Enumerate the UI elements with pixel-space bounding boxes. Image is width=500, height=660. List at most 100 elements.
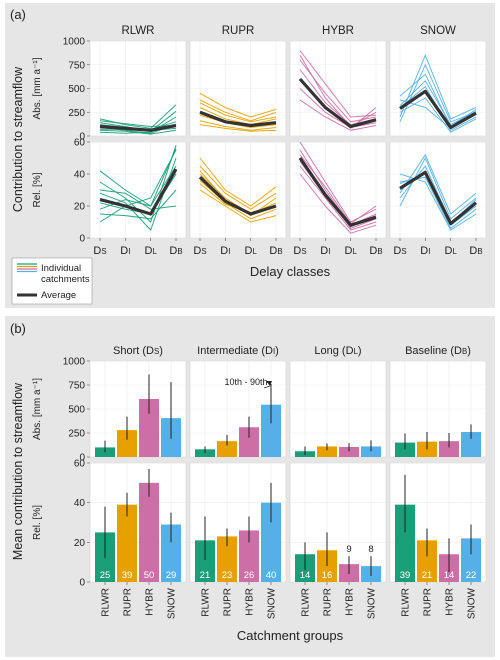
bar-value-label: 22 bbox=[466, 570, 477, 581]
bar-rupr bbox=[217, 536, 237, 582]
x-tick-label: RUPR bbox=[323, 588, 334, 616]
average-line-rupr bbox=[198, 176, 277, 216]
row-label-abs: Abs. [mm a⁻¹] bbox=[32, 57, 43, 119]
series-line-hybr bbox=[299, 173, 377, 234]
x-tick-label: RLWR bbox=[101, 588, 112, 617]
bar-snow bbox=[461, 432, 481, 457]
x-tick-label: SNOW bbox=[267, 587, 278, 619]
x-axis-title: Delay classes bbox=[250, 264, 331, 279]
row-label-abs: Abs. [mm a⁻¹] bbox=[32, 378, 43, 440]
bar-value-label: 14 bbox=[300, 570, 311, 581]
facet-panel-rlwr-rel bbox=[89, 141, 187, 239]
x-tick-label: DL bbox=[144, 245, 157, 257]
x-tick-label: DL bbox=[344, 245, 357, 257]
series-line-hybr bbox=[299, 141, 377, 223]
x-tick-label: RLWR bbox=[301, 588, 312, 617]
bar-snow bbox=[361, 446, 381, 457]
bar-value-label: 21 bbox=[200, 570, 211, 581]
x-tick-label: DB bbox=[269, 245, 282, 257]
x-tick-label: DI bbox=[120, 245, 130, 257]
bar-value-label: 26 bbox=[244, 570, 255, 581]
series-line-snow bbox=[399, 53, 477, 120]
facet-strip-baseline: Baseline (DB) bbox=[405, 345, 471, 357]
bar-value-label: 8 bbox=[368, 544, 373, 555]
x-tick-label: HYBR bbox=[345, 588, 356, 616]
bar-rlwr bbox=[195, 540, 215, 582]
facet-panel-rupr-rel bbox=[189, 141, 287, 239]
average-line-hybr bbox=[298, 157, 377, 227]
series-line-rupr bbox=[199, 157, 277, 207]
bar-value-label: 9 bbox=[346, 544, 351, 555]
y-tick-label: 250 bbox=[68, 108, 85, 119]
bar-hybr bbox=[339, 446, 359, 457]
x-tick-label: DS bbox=[193, 245, 206, 257]
percentile-annotation: 10th - 90th bbox=[224, 377, 267, 387]
y-tick-label: 1000 bbox=[63, 357, 86, 368]
x-tick-label: DS bbox=[93, 245, 106, 257]
bar-value-label: 50 bbox=[144, 570, 155, 581]
series-line-rupr bbox=[199, 102, 277, 123]
series-line-rlwr bbox=[99, 148, 177, 207]
y-tick-label: 750 bbox=[68, 60, 85, 71]
series-line-rupr bbox=[199, 189, 277, 223]
facet-strip-short: Short (DS) bbox=[113, 345, 163, 357]
series-line-rlwr bbox=[99, 149, 177, 223]
average-line-hybr bbox=[298, 77, 377, 129]
series-line-rlwr bbox=[99, 116, 177, 134]
bar-snow bbox=[261, 502, 281, 582]
average-line-snow bbox=[399, 170, 478, 226]
bar-rlwr bbox=[395, 504, 415, 582]
x-tick-label: DB bbox=[369, 245, 382, 257]
facet-panel-hybr-rel bbox=[289, 141, 387, 239]
facet-strip-intermediate: Intermediate (DI) bbox=[197, 345, 279, 357]
facet-strip-rupr: RUPR bbox=[222, 25, 255, 37]
x-axis-title: Catchment groups bbox=[237, 628, 344, 643]
average-line-rlwr bbox=[99, 168, 178, 216]
average-line-rupr bbox=[199, 110, 277, 128]
bar-value-label: 29 bbox=[166, 570, 177, 581]
legend-average-label: Average bbox=[41, 290, 76, 301]
series-line-rupr bbox=[199, 99, 277, 122]
bar-hybr bbox=[439, 441, 459, 457]
x-tick-label: RLWR bbox=[401, 588, 412, 617]
y-tick-label: 40 bbox=[74, 170, 86, 181]
bar-hybr bbox=[239, 530, 259, 582]
bar-snow bbox=[161, 524, 181, 582]
facet-panel-snow-rel bbox=[389, 141, 487, 239]
y-tick-label: 1000 bbox=[63, 37, 86, 48]
series-line-hybr bbox=[299, 154, 377, 225]
average-line-snow bbox=[399, 89, 477, 130]
bar-hybr bbox=[139, 398, 159, 457]
series-line-hybr bbox=[299, 88, 377, 129]
panel-b: (b) Short (DS) Intermediate (DI) Long (DL) B… bbox=[5, 316, 495, 657]
x-tick-label: RUPR bbox=[223, 588, 234, 616]
y-tick-label: 0 bbox=[79, 132, 85, 143]
bar-rupr bbox=[117, 504, 137, 582]
facet-strip-long: Long (DL) bbox=[314, 345, 361, 357]
x-tick-label: RLWR bbox=[201, 588, 212, 617]
y-tick-label: 500 bbox=[68, 405, 85, 416]
series-line-snow bbox=[399, 80, 477, 126]
series-line-rupr bbox=[199, 120, 277, 131]
bar-value-label: 25 bbox=[100, 570, 111, 581]
series-line-rupr bbox=[199, 92, 277, 118]
x-tick-label: HYBR bbox=[445, 588, 456, 616]
series-line-hybr bbox=[299, 55, 377, 128]
y-tick-label: 20 bbox=[74, 202, 86, 213]
bar-value-label: 39 bbox=[122, 570, 133, 581]
bar-value-label: 16 bbox=[322, 570, 333, 581]
bar-hybr bbox=[239, 427, 259, 457]
x-tick-label: DS bbox=[293, 245, 306, 257]
panel-a: (a) RLWR RUPR HYBR SNOW Contribution to strea… bbox=[5, 3, 495, 308]
annotation-arrow bbox=[263, 385, 271, 389]
x-tick-label: DL bbox=[244, 245, 257, 257]
series-line-hybr bbox=[299, 165, 377, 231]
bar-value-label: 40 bbox=[266, 570, 277, 581]
x-tick-label: HYBR bbox=[145, 588, 156, 616]
facet-strip-snow: SNOW bbox=[420, 25, 456, 37]
bar-snow bbox=[261, 404, 281, 457]
x-tick-label: DI bbox=[320, 245, 330, 257]
y-tick-label: 250 bbox=[68, 429, 85, 440]
y-tick-label: 60 bbox=[74, 138, 86, 149]
